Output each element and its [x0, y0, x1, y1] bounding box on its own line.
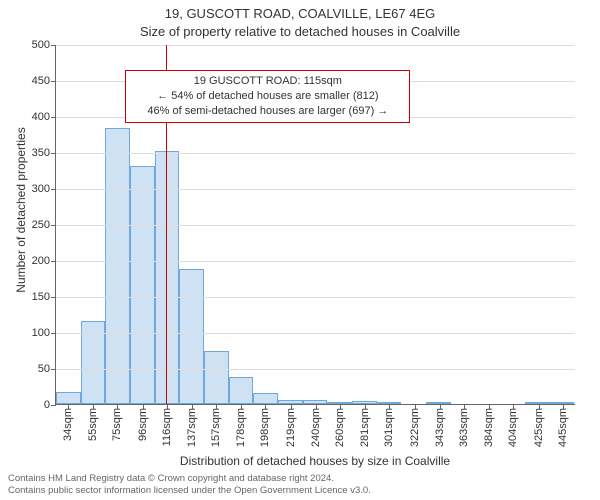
- y-tick-label: 50: [38, 363, 50, 375]
- x-tick-label: 445sqm: [557, 408, 569, 447]
- gridline-h: [56, 225, 575, 226]
- y-tick-label: 0: [44, 399, 50, 411]
- x-tick-label: 384sqm: [483, 408, 495, 447]
- y-tick-mark: [51, 153, 56, 154]
- y-tick-mark: [51, 261, 56, 262]
- figure-container: 19, GUSCOTT ROAD, COALVILLE, LE67 4EG Si…: [0, 0, 600, 500]
- y-tick-label: 400: [32, 111, 50, 123]
- x-axis-label: Distribution of detached houses by size …: [55, 454, 575, 468]
- x-tick-label: 116sqm: [161, 408, 173, 446]
- annotation-line: 19 GUSCOTT ROAD: 115sqm: [132, 74, 403, 89]
- gridline-h: [56, 369, 575, 370]
- histogram-bar: [204, 351, 229, 404]
- histogram-bar: [105, 128, 130, 404]
- y-tick-mark: [51, 189, 56, 190]
- gridline-h: [56, 261, 575, 262]
- y-tick-mark: [51, 405, 56, 406]
- y-tick-label: 200: [32, 255, 50, 267]
- x-tick-label: 425sqm: [533, 408, 545, 447]
- histogram-bar: [56, 392, 81, 404]
- x-tick-label: 363sqm: [458, 408, 470, 447]
- x-tick-label: 178sqm: [235, 408, 247, 447]
- gridline-h: [56, 297, 575, 298]
- x-tick-label: 96sqm: [137, 408, 149, 441]
- y-tick-label: 350: [32, 147, 50, 159]
- y-tick-mark: [51, 81, 56, 82]
- x-tick-label: 198sqm: [259, 408, 271, 447]
- gridline-h: [56, 189, 575, 190]
- histogram-bar: [426, 402, 451, 404]
- address-title: 19, GUSCOTT ROAD, COALVILLE, LE67 4EG: [0, 6, 600, 21]
- plot-area: 05010015020025030035040045050034sqm55sqm…: [55, 45, 575, 405]
- x-tick-label: 219sqm: [285, 408, 297, 447]
- x-tick-label: 343sqm: [434, 408, 446, 447]
- x-tick-label: 240sqm: [310, 408, 322, 447]
- gridline-h: [56, 153, 575, 154]
- y-axis-label: Number of detached properties: [14, 25, 28, 395]
- x-tick-label: 322sqm: [409, 408, 421, 447]
- histogram-bar: [253, 393, 278, 404]
- x-tick-label: 260sqm: [334, 408, 346, 447]
- y-tick-label: 450: [32, 75, 50, 87]
- y-tick-label: 500: [32, 39, 50, 51]
- x-tick-label: 404sqm: [507, 408, 519, 447]
- annotation-line: 46% of semi-detached houses are larger (…: [132, 104, 403, 119]
- x-tick-label: 34sqm: [62, 408, 74, 441]
- y-tick-label: 100: [32, 327, 50, 339]
- y-tick-label: 150: [32, 291, 50, 303]
- x-tick-label: 281sqm: [359, 408, 371, 447]
- x-tick-label: 55sqm: [87, 408, 99, 441]
- x-tick-label: 137sqm: [186, 408, 198, 447]
- footer-line-1: Contains HM Land Registry data © Crown c…: [8, 473, 371, 485]
- annotation-box: 19 GUSCOTT ROAD: 115sqm← 54% of detached…: [125, 70, 410, 123]
- x-tick-label: 75sqm: [111, 408, 123, 441]
- gridline-h: [56, 333, 575, 334]
- y-tick-label: 300: [32, 183, 50, 195]
- chart-subtitle: Size of property relative to detached ho…: [0, 24, 600, 39]
- histogram-bar: [179, 269, 204, 404]
- attribution-footer: Contains HM Land Registry data © Crown c…: [8, 473, 371, 497]
- y-tick-mark: [51, 369, 56, 370]
- y-tick-mark: [51, 225, 56, 226]
- annotation-line: ← 54% of detached houses are smaller (81…: [132, 89, 403, 104]
- histogram-bar: [525, 402, 550, 404]
- y-tick-mark: [51, 297, 56, 298]
- y-tick-mark: [51, 45, 56, 46]
- gridline-h: [56, 45, 575, 46]
- histogram-bar: [229, 377, 254, 404]
- footer-line-2: Contains public sector information licen…: [8, 485, 371, 497]
- x-tick-label: 301sqm: [383, 408, 395, 447]
- y-tick-label: 250: [32, 219, 50, 231]
- y-tick-mark: [51, 117, 56, 118]
- x-tick-label: 157sqm: [210, 408, 222, 447]
- y-tick-mark: [51, 333, 56, 334]
